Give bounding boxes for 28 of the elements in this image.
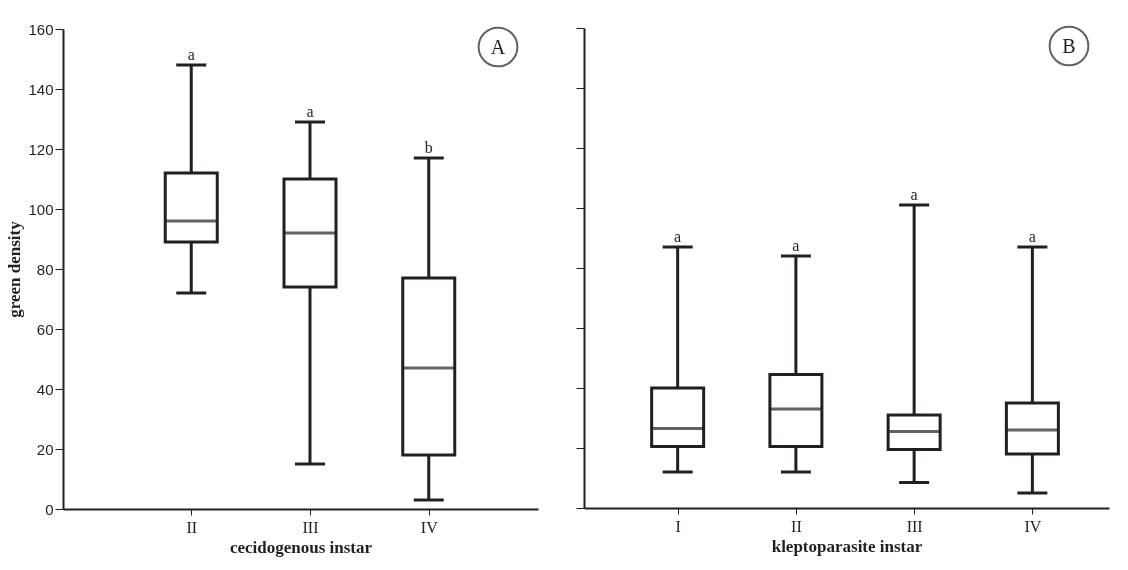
x-tick-label: IV	[420, 518, 439, 536]
y-tick-label: 80	[36, 260, 54, 278]
y-tick-label: 60	[36, 320, 54, 338]
annotation: a	[792, 237, 800, 254]
y-tick-label: 40	[36, 380, 54, 398]
x-tick-label: II	[791, 517, 802, 535]
y-tick-label: 100	[28, 200, 54, 218]
annotation: a	[187, 46, 195, 63]
y-tick-label: 20	[36, 440, 54, 458]
annotation: a	[1028, 228, 1036, 245]
annotation: a	[306, 103, 314, 120]
x-tick-label: III	[302, 518, 319, 536]
annotation: A	[490, 36, 506, 58]
y-tick-label: 140	[28, 80, 54, 98]
y-axis-title: green density	[5, 220, 25, 318]
x-axis-title: cecidogenous instar	[229, 537, 373, 557]
y-tick-label: 120	[28, 140, 54, 158]
y-tick-label: 0	[45, 500, 54, 518]
annotation: a	[674, 228, 682, 245]
x-tick-label: I	[675, 517, 681, 535]
annotation: B	[1062, 35, 1076, 57]
x-tick-label: III	[906, 517, 923, 535]
x-axis-title: kleptoparasite instar	[771, 536, 923, 556]
x-tick-label: II	[186, 518, 198, 536]
annotation: a	[910, 186, 918, 203]
y-tick-label: 160	[28, 20, 54, 38]
annotation: b	[424, 139, 433, 156]
x-tick-label: IV	[1024, 517, 1042, 535]
